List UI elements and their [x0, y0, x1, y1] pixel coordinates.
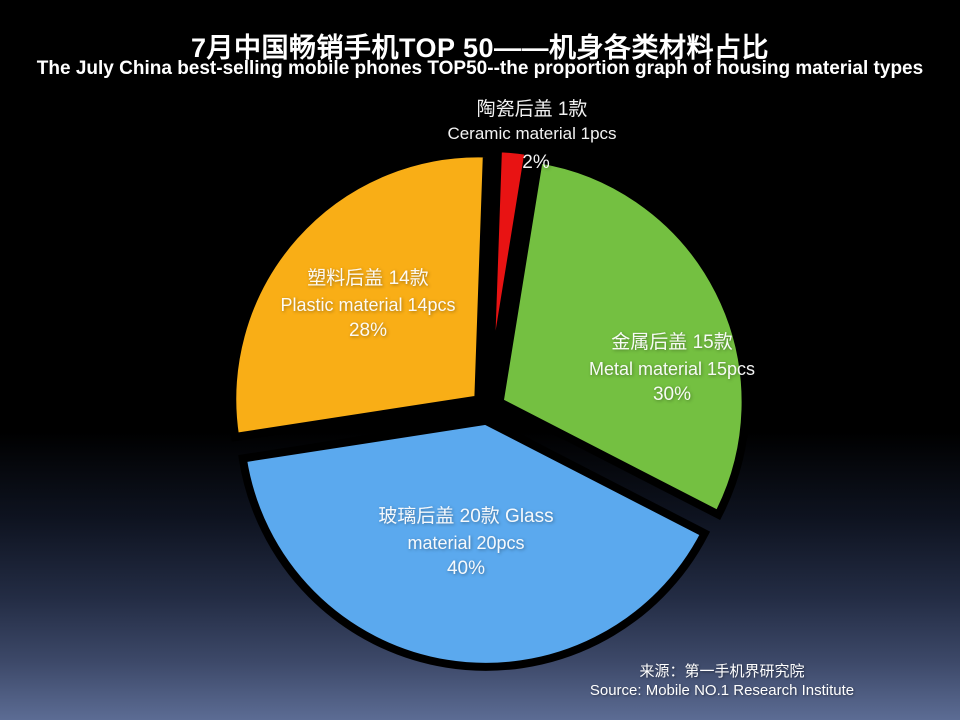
metal-label-en: Metal material 15pcs	[588, 359, 756, 379]
glass-percentage: 40%	[446, 558, 486, 579]
pie-slice-ceramic	[485, 144, 534, 395]
plastic-slice-label: 塑料后盖 14款 Plastic material 14pcs 28%	[280, 266, 455, 343]
pie-slice-plastic	[228, 149, 492, 442]
source-line-cn: 来源：第一手机界研究院	[639, 663, 805, 680]
page-title: 7月中国畅销手机TOP 50——机身各类材料占比	[190, 33, 770, 63]
glass-label-cn: 玻璃后盖 20款 Glass	[378, 506, 554, 527]
ceramic-slice-label: 陶瓷后盖 1款 Ceramic material 1pcs	[447, 98, 616, 146]
page-subtitle: The July China best-selling mobile phone…	[36, 58, 924, 79]
plastic-percentage: 28%	[348, 320, 388, 341]
ceramic-label-cn: 陶瓷后盖 1款	[476, 99, 588, 120]
ceramic-label-en: Ceramic material 1pcs	[447, 124, 617, 143]
ceramic-percentage: 2%	[522, 152, 550, 173]
pie-slice-metal	[495, 154, 750, 520]
metal-label-cn: 金属后盖 15款	[611, 332, 733, 353]
metal-slice-label: 金属后盖 15款 Metal material 15pcs 30%	[589, 330, 755, 407]
metal-percentage: 30%	[652, 384, 692, 405]
plastic-label-en: Plastic material 14pcs	[280, 295, 456, 315]
plastic-label-cn: 塑料后盖 14款	[307, 268, 429, 289]
glass-slice-label: 玻璃后盖 20款 Glass material 20pcs 40%	[378, 504, 553, 581]
glass-label-en: material 20pcs	[407, 533, 525, 553]
source-line-en: Source: Mobile NO.1 Research Institute	[589, 682, 855, 699]
pie-slice-glass	[238, 416, 711, 671]
source-attribution: 来源：第一手机界研究院 Source: Mobile NO.1 Research…	[590, 662, 854, 700]
